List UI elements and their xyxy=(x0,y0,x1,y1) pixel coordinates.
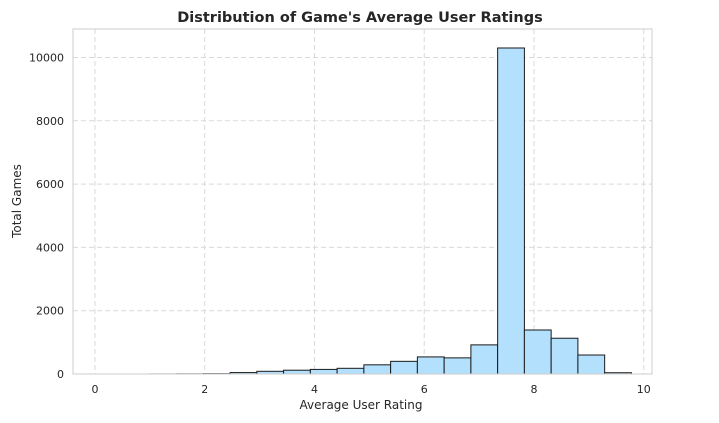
x-axis-label: Average User Rating xyxy=(300,398,423,412)
y-tick-label: 2000 xyxy=(36,305,64,318)
y-tick-label: 4000 xyxy=(36,241,64,254)
histogram-bar xyxy=(391,361,418,374)
histogram-bar xyxy=(578,355,605,374)
x-tick-label: 4 xyxy=(311,383,318,396)
x-tick-label: 8 xyxy=(531,383,538,396)
y-axis-label: Total Games xyxy=(10,164,24,239)
y-tick-label: 10000 xyxy=(29,51,64,64)
histogram-bar xyxy=(337,368,364,374)
histogram-bar xyxy=(444,358,471,374)
histogram-bars xyxy=(150,48,632,374)
y-tick-label: 0 xyxy=(57,368,64,381)
x-axis-ticks: 0 2 4 6 8 10 xyxy=(91,383,650,396)
plot-frame xyxy=(73,29,652,374)
x-tick-label: 6 xyxy=(421,383,428,396)
histogram-bar xyxy=(417,357,444,374)
histogram-bar xyxy=(498,48,525,374)
grid-lines xyxy=(73,29,652,374)
histogram-bar xyxy=(524,330,551,374)
x-tick-label: 0 xyxy=(91,383,98,396)
histogram-bar xyxy=(551,338,578,374)
y-axis-ticks: 0 2000 4000 6000 8000 10000 xyxy=(29,51,64,381)
y-tick-label: 8000 xyxy=(36,115,64,128)
histogram-bar xyxy=(310,369,337,374)
x-tick-label: 2 xyxy=(201,383,208,396)
histogram-bar xyxy=(284,370,311,374)
x-tick-label: 10 xyxy=(637,383,651,396)
histogram-bar xyxy=(364,365,391,374)
histogram-bar xyxy=(471,345,498,374)
y-tick-label: 6000 xyxy=(36,178,64,191)
chart-title: Distribution of Game's Average User Rati… xyxy=(177,10,543,26)
